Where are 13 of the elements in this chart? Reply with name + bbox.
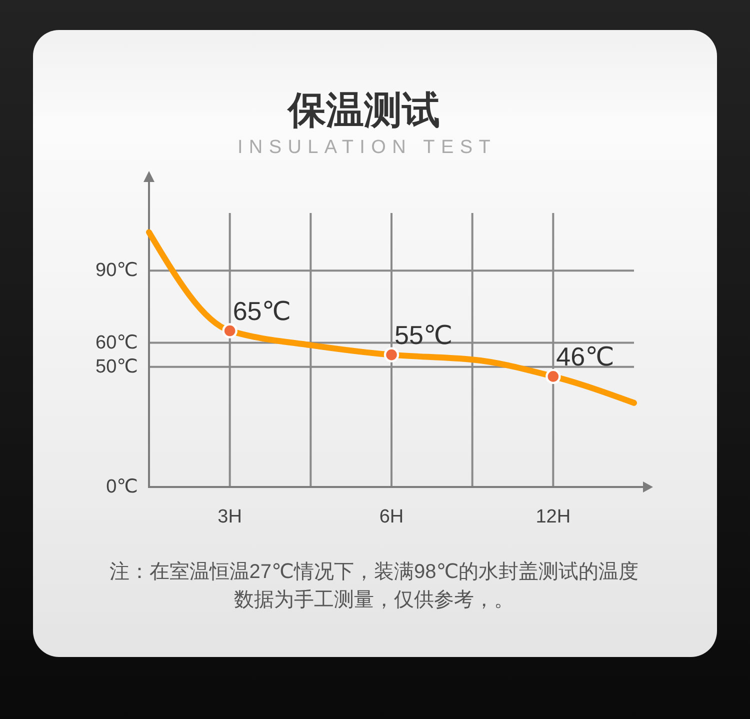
y-tick-label: 0℃ — [106, 476, 138, 498]
x-tick-label: 12H — [536, 506, 571, 528]
data-label: 55℃ — [394, 320, 453, 350]
y-tick-label: 60℃ — [96, 332, 138, 354]
y-tick-label: 50℃ — [96, 356, 138, 378]
y-tick-label: 90℃ — [96, 260, 138, 282]
x-tick-label: 3H — [218, 506, 242, 528]
title: 保温测试 — [288, 90, 440, 132]
annotation: 注：在室温恒温27℃情况下，装满98℃的水封盖测试的温度数据为手工测量，仅供参考，。 — [109, 561, 639, 611]
data-label: 46℃ — [556, 341, 614, 372]
subtitle: INSULATION TEST — [237, 137, 497, 158]
x-tick-label: 6H — [379, 506, 404, 528]
data-label: 65℃ — [232, 296, 291, 326]
